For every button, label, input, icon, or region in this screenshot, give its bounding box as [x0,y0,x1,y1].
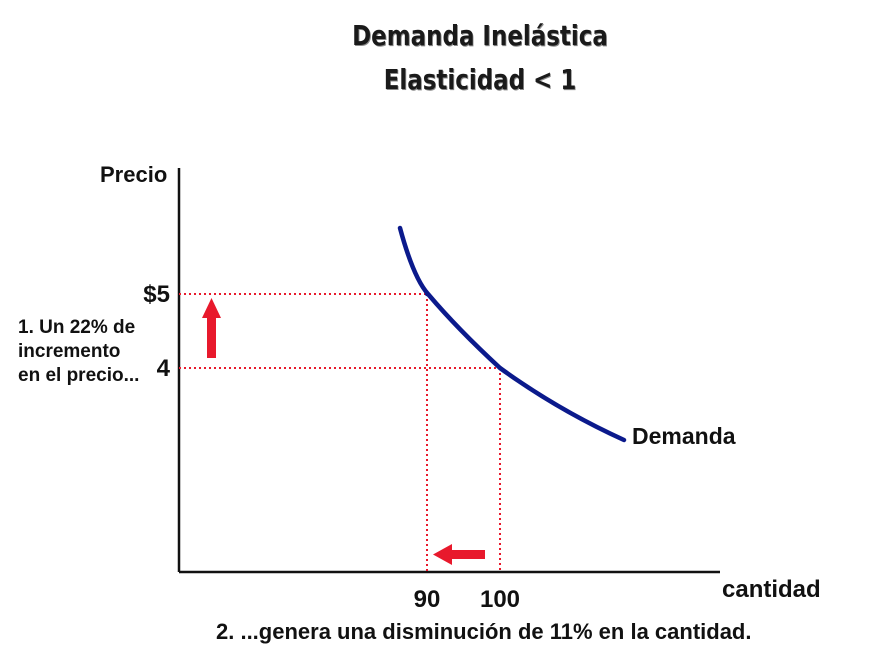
y-axis-label: Precio [100,162,167,187]
annotation-price-line-1: 1. Un 22% de [18,317,136,338]
y-tick-label-5: $5 [143,281,170,308]
data-points [424,291,503,371]
annotation-price-increase: 1. Un 22% de incremento en el precio... [18,316,188,388]
x-axis-label: cantidad [722,576,821,603]
chart-title: Demanda Inelástica Elasticidad < 1 [332,14,627,102]
demand-point-0 [424,291,430,297]
reference-lines [179,293,501,572]
x-tick-label-100: 100 [480,586,520,613]
series-label-demanda: Demanda [632,423,736,449]
price-increase-arrow [202,298,221,358]
annotation-price-line-2: incremento [18,341,121,362]
annotation-price-line-3: en el precio... [18,365,140,386]
x-tick-label-90: 90 [414,586,441,613]
quantity-decrease-arrow [433,544,485,565]
y-tick-label-4: 4 [157,355,171,382]
demand-curve [397,225,627,443]
demand-point-1 [497,365,503,371]
annotation-quantity-decrease: 2. ...genera una disminución de 11% en l… [216,619,752,644]
chart-title-line-2: Elasticidad < 1 [383,63,577,96]
chart-title-line-1: Demanda Inelástica [352,19,608,52]
